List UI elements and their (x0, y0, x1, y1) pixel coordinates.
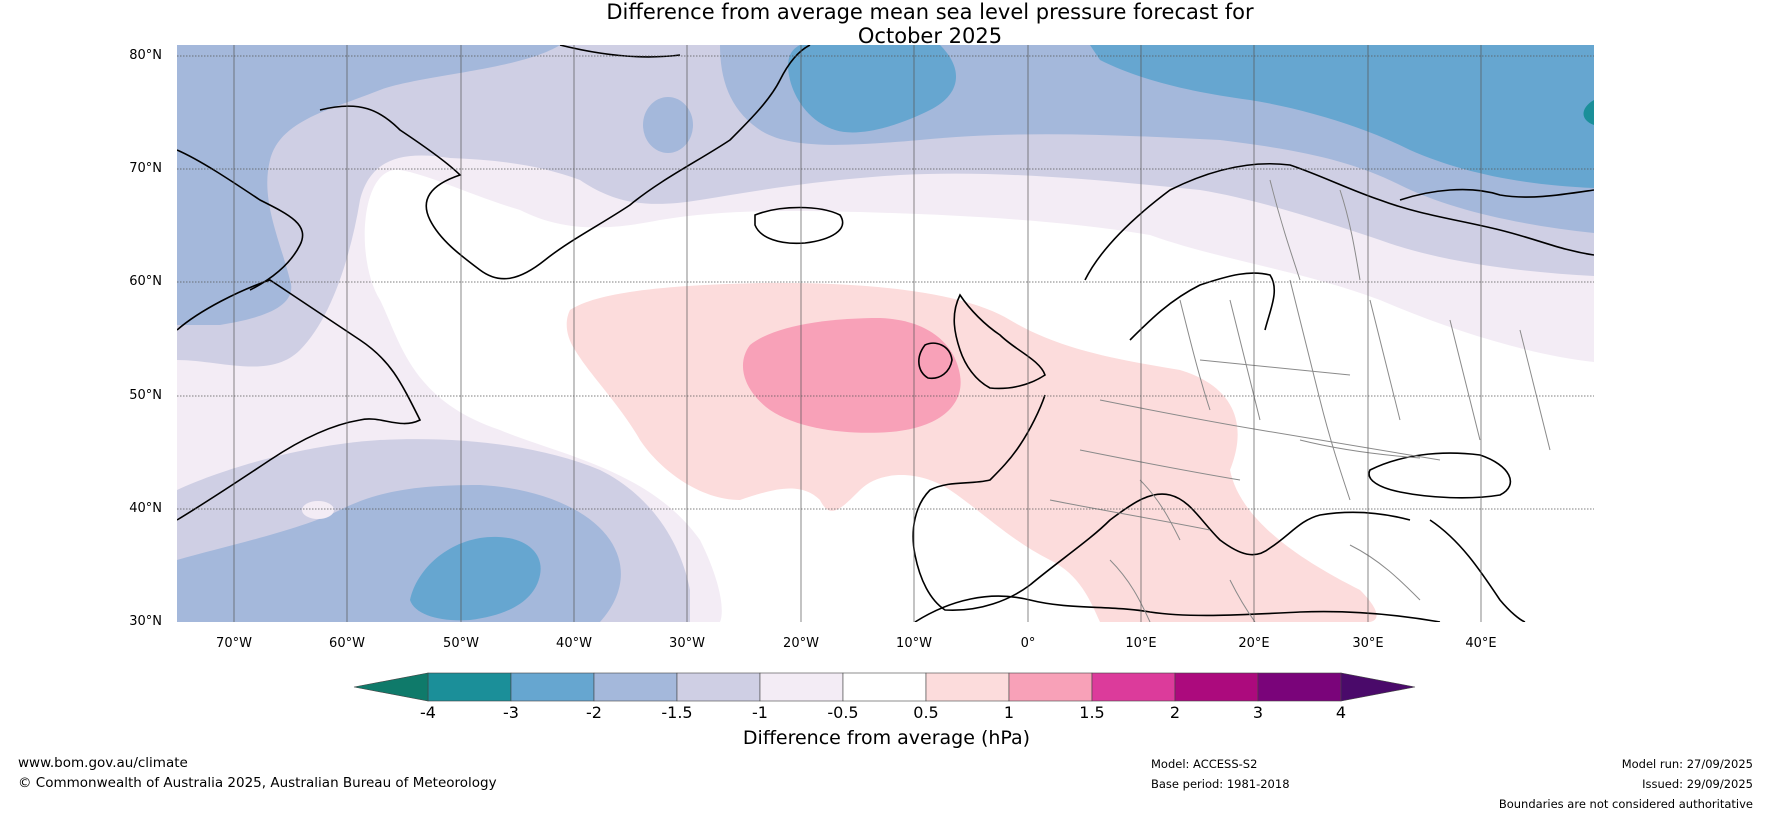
colorbar-tick-label: -1 (752, 703, 768, 722)
colorbar-tick-label: 0.5 (913, 703, 939, 722)
coast-labrador (177, 279, 422, 521)
colorbar-tick-label: 4 (1335, 703, 1347, 722)
coast-iceland (754, 206, 844, 245)
colorbar-tick-label: -2 (586, 703, 602, 722)
lon-label-20e: 20°E (1238, 636, 1270, 651)
colorbar-tick-label: -0.5 (827, 703, 859, 722)
lat-label-70n: 70°N (129, 161, 162, 176)
colorbar-swatches (353, 672, 1416, 702)
colorbar-tick-label: -4 (420, 703, 436, 722)
colorbar-label: Difference from average (hPa) (742, 727, 1031, 749)
title-line-1: Difference from average mean sea level p… (606, 0, 1254, 24)
coast-greenland (319, 45, 811, 280)
contour-white-spot (302, 501, 334, 519)
lat-label-40n: 40°N (129, 501, 162, 516)
footer-issued: Issued: 29/09/2025 (1642, 777, 1753, 791)
colorbar-swatch (925, 672, 1010, 702)
colorbar-swatch (1257, 672, 1342, 702)
lat-label-50n: 50°N (129, 388, 162, 403)
coast-russia-north (1399, 188, 1594, 201)
colorbar-under-arrow (353, 672, 429, 702)
colorbar-swatch (842, 672, 927, 702)
gridlines (177, 55, 1594, 510)
colorbar-tick-label: 1 (1003, 703, 1015, 722)
title-line-2: October 2025 (857, 24, 1003, 48)
map-title: Difference from average mean sea level p… (0, 0, 1770, 48)
coast-black-sea (1368, 452, 1512, 499)
coast-north-africa (914, 595, 1441, 622)
lat-label-80n: 80°N (129, 48, 162, 63)
colorbar-swatch (593, 672, 678, 702)
footer-model: Model: ACCESS-S2 (1151, 757, 1258, 771)
lon-label-30w: 30°W (669, 636, 705, 651)
contour-blue-grey-northwest (177, 45, 560, 325)
lon-label-50w: 50°W (443, 636, 479, 651)
footer-website: www.bom.gov.au/climate (18, 755, 188, 771)
lat-label-60n: 60°N (129, 274, 162, 289)
contour-blue-north (1090, 45, 1594, 188)
contour-teal-edge (1583, 100, 1594, 125)
colorbar-over-arrow (1340, 672, 1416, 702)
coast-baffin (177, 149, 304, 291)
lon-label-40w: 40°W (556, 636, 592, 651)
coast-ireland (918, 342, 953, 380)
footer-disclaimer: Boundaries are not considered authoritat… (1498, 797, 1753, 811)
lon-label-10w: 10°W (896, 636, 932, 651)
lon-label-20w: 20°W (783, 636, 819, 651)
lon-label-40e: 40°E (1465, 636, 1497, 651)
colorbar-swatch (759, 672, 844, 702)
lon-label-70w: 70°W (216, 636, 252, 651)
lon-label-10e: 10°E (1125, 636, 1157, 651)
coast-uk (953, 293, 1046, 390)
colorbar-swatch (1008, 672, 1093, 702)
colorbar-tick-label: -3 (503, 703, 519, 722)
lat-label-30n: 30°N (129, 614, 162, 629)
colorbar-swatch (676, 672, 761, 702)
coast-sweden-baltic (1129, 272, 1275, 341)
colorbar-swatch (1174, 672, 1259, 702)
footer-base-period: Base period: 1981-2018 (1151, 777, 1290, 791)
colorbar-tick-label: 3 (1252, 703, 1264, 722)
coast-norway (1084, 162, 1594, 281)
colorbar-tick-label: 2 (1169, 703, 1181, 722)
footer-model-run: Model run: 27/09/2025 (1621, 757, 1753, 771)
colorbar-tick-label: -1.5 (661, 703, 693, 722)
country-borders (1049, 179, 1551, 622)
lon-label-0: 0° (1020, 636, 1036, 651)
coast-middle-east (1429, 519, 1526, 622)
meridians (233, 45, 1482, 622)
colorbar-tick-label: 1.5 (1079, 703, 1105, 722)
lon-label-60w: 60°W (329, 636, 365, 651)
coast-europe-west (912, 394, 1046, 611)
colorbar-swatch (427, 672, 512, 702)
footer-copyright: © Commonwealth of Australia 2025, Austra… (18, 775, 497, 791)
colorbar-swatch (1091, 672, 1176, 702)
contour-pink (742, 318, 961, 433)
coast-mediterranean-north (1029, 493, 1411, 586)
colorbar-swatch (510, 672, 595, 702)
contour-blue-southwest (410, 536, 541, 621)
contour-blue-grey-spot (643, 97, 693, 153)
lon-label-30e: 30°E (1352, 636, 1384, 651)
